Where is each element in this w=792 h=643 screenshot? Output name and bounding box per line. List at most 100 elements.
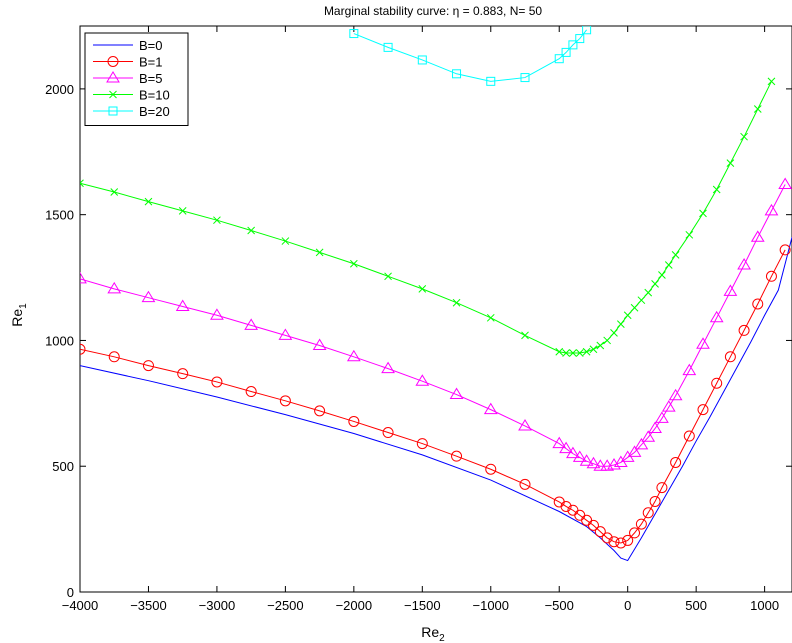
data-point-b-10	[610, 329, 618, 337]
data-point-b-5	[141, 290, 156, 303]
data-point-b-10	[712, 185, 721, 194]
data-point-b-1	[724, 351, 736, 363]
data-point-b-5	[80, 271, 87, 284]
data-point-b-5	[312, 338, 327, 350]
data-point-b-10	[349, 259, 358, 268]
data-point-b-5	[415, 374, 430, 386]
y-axis-label: Re1	[9, 303, 29, 327]
data-point-b-10	[384, 272, 392, 281]
data-point-b-10	[699, 209, 707, 218]
data-point-b-10	[562, 349, 570, 357]
data-point-b-5	[559, 441, 573, 454]
data-point-b-1	[752, 298, 764, 310]
data-point-b-5	[641, 430, 656, 442]
data-point-b-5	[518, 419, 532, 431]
data-point-b-5	[655, 411, 669, 423]
data-point-b-5	[682, 363, 697, 376]
data-point-b-10	[213, 216, 221, 225]
data-point-b-5	[107, 281, 122, 294]
data-point-b-20	[417, 55, 427, 65]
data-point-b-1	[245, 386, 257, 398]
x-tick-label: −2500	[267, 598, 304, 613]
data-point-b-10	[596, 341, 605, 350]
data-point-b-20	[349, 29, 359, 39]
legend-label-b-0: B=0	[139, 38, 163, 53]
series-group	[80, 26, 792, 562]
y-tick-label: 1500	[45, 208, 74, 223]
data-point-b-5	[381, 361, 395, 374]
data-point-b-10	[658, 271, 666, 279]
data-point-b-10	[740, 132, 748, 141]
data-point-b-10	[685, 230, 694, 239]
data-point-b-5	[607, 457, 621, 470]
legend-label-b-10: B=10	[139, 88, 170, 103]
data-point-b-5	[278, 328, 293, 340]
data-point-b-1	[560, 500, 572, 512]
data-point-b-1	[608, 536, 620, 548]
data-point-b-5	[483, 402, 498, 415]
data-point-b-1	[683, 430, 695, 442]
data-point-b-1	[211, 376, 223, 388]
data-point-b-5	[723, 284, 738, 296]
data-point-b-5	[244, 318, 259, 330]
series-line-b-1	[80, 249, 786, 544]
data-point-b-1	[108, 351, 120, 363]
data-point-b-10	[575, 349, 584, 357]
data-point-b-10	[767, 77, 776, 86]
data-point-b-1	[382, 427, 394, 439]
data-point-b-1	[765, 270, 777, 282]
data-point-b-5	[696, 337, 710, 349]
data-point-b-1	[622, 534, 634, 546]
data-point-b-5	[709, 310, 724, 323]
x-tick-label: −1000	[473, 598, 510, 613]
data-point-b-5	[737, 258, 751, 270]
data-point-b-1	[615, 537, 627, 549]
data-point-b-10	[521, 331, 529, 340]
data-point-b-20	[575, 34, 585, 44]
data-point-b-10	[281, 237, 290, 245]
data-point-b-10	[651, 279, 659, 288]
x-tick-label: 500	[685, 598, 707, 613]
series-line-b-0	[80, 237, 792, 562]
x-tick-label: −2000	[336, 598, 373, 613]
data-point-b-10	[603, 336, 612, 345]
data-point-b-5	[634, 437, 649, 450]
legend-box	[84, 32, 189, 126]
x-tick-label: −3000	[199, 598, 236, 613]
data-point-b-10	[671, 251, 680, 259]
x-tick-label: −3500	[130, 598, 167, 613]
data-point-b-10	[664, 261, 673, 269]
data-point-b-10	[144, 197, 153, 206]
axes-box	[79, 25, 792, 593]
data-point-b-5	[572, 450, 587, 462]
data-point-b-10	[589, 345, 598, 354]
legend-label-b-5: B=5	[139, 71, 163, 86]
x-tick-label: 1000	[750, 598, 779, 613]
data-point-b-5	[449, 387, 464, 400]
data-point-b-5	[750, 230, 765, 242]
data-point-b-10	[726, 159, 735, 167]
data-point-b-5	[778, 177, 792, 189]
data-point-b-5	[764, 203, 779, 216]
data-point-b-20	[383, 42, 393, 52]
data-point-b-1	[635, 518, 647, 530]
legend-marker-b-1	[107, 56, 119, 67]
data-point-b-10	[753, 105, 762, 113]
data-point-b-5	[210, 308, 224, 320]
y-tick-label: 500	[52, 459, 74, 474]
data-point-b-1	[642, 507, 654, 519]
data-point-b-1	[80, 343, 86, 355]
chart-title: Marginal stability curve: η = 0.883, N= …	[324, 4, 542, 18]
data-point-b-5	[586, 456, 601, 469]
legend-marker-b-20	[108, 106, 118, 116]
data-point-b-10	[555, 347, 564, 356]
y-tick-label: 1000	[45, 333, 74, 348]
data-point-b-5	[552, 436, 567, 449]
data-point-b-1	[656, 482, 668, 494]
data-point-b-20	[561, 47, 571, 57]
data-point-b-10	[637, 296, 646, 305]
data-point-b-10	[80, 179, 84, 188]
data-point-b-5	[648, 421, 662, 433]
data-point-b-5	[668, 388, 683, 401]
